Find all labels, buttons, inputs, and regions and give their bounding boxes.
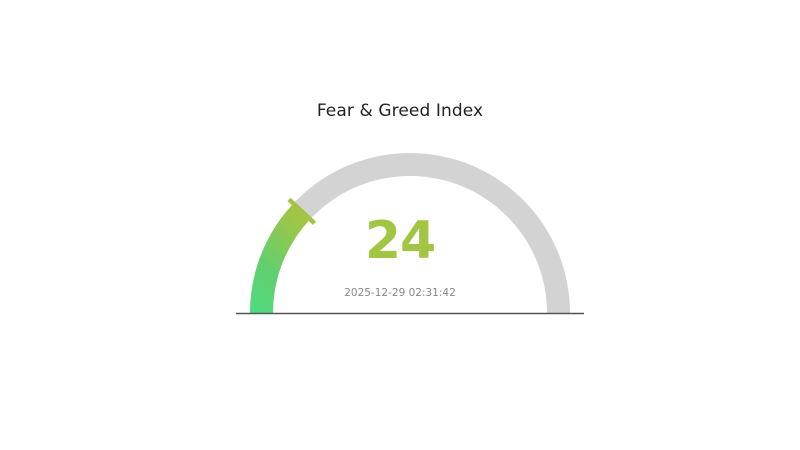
gauge-value-readout: 24 xyxy=(364,211,436,271)
gauge-timestamp: 2025-12-29 02:31:42 xyxy=(344,287,456,299)
gauge-value-arc xyxy=(250,203,311,313)
page-title: Fear & Greed Index xyxy=(316,101,484,121)
gauge-track-arc xyxy=(250,153,570,313)
gauge-threshold-marker xyxy=(287,197,317,225)
